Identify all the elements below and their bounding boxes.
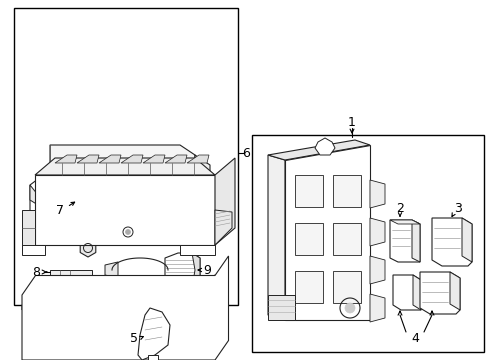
Text: 6: 6 [242,147,249,159]
Polygon shape [389,220,419,262]
Polygon shape [294,223,323,255]
Polygon shape [55,155,77,163]
Polygon shape [294,175,323,207]
Polygon shape [99,155,121,163]
Polygon shape [369,218,384,246]
Polygon shape [22,275,215,310]
Polygon shape [215,158,235,245]
Bar [251,135,483,352]
Polygon shape [80,239,96,257]
Polygon shape [267,140,369,160]
Polygon shape [195,190,209,220]
Polygon shape [412,275,420,310]
Polygon shape [22,245,45,255]
Text: 9: 9 [203,264,210,276]
Polygon shape [419,272,459,314]
Polygon shape [35,175,215,245]
Polygon shape [148,355,158,360]
Polygon shape [369,256,384,284]
Polygon shape [138,308,170,360]
Polygon shape [50,270,92,280]
Text: 2: 2 [395,202,403,215]
Polygon shape [369,294,384,322]
Polygon shape [30,185,38,205]
Text: 3: 3 [453,202,461,215]
Polygon shape [332,175,360,207]
Text: 5: 5 [130,332,138,345]
Polygon shape [461,218,471,262]
Polygon shape [195,155,209,185]
Polygon shape [449,272,459,310]
Polygon shape [431,218,471,266]
Bar [14,8,238,305]
Polygon shape [215,210,231,245]
Text: 1: 1 [347,116,355,129]
Polygon shape [35,158,215,175]
Polygon shape [164,155,186,163]
Polygon shape [186,155,208,163]
Polygon shape [121,155,142,163]
Polygon shape [267,295,294,320]
Polygon shape [285,145,369,320]
Polygon shape [389,220,419,224]
Polygon shape [77,155,99,163]
Polygon shape [50,145,195,170]
Polygon shape [105,262,118,278]
Circle shape [125,230,130,234]
Polygon shape [392,275,420,310]
Text: 8: 8 [32,266,40,279]
Polygon shape [314,138,334,155]
Polygon shape [332,223,360,255]
Polygon shape [22,210,35,250]
Polygon shape [22,256,228,360]
Circle shape [345,303,354,313]
Polygon shape [164,253,200,288]
Polygon shape [294,271,323,303]
Text: 7: 7 [56,203,64,216]
Polygon shape [332,271,360,303]
Polygon shape [192,253,200,288]
Text: 4: 4 [410,332,418,345]
Polygon shape [411,220,419,262]
Polygon shape [180,245,215,255]
Polygon shape [369,180,384,208]
Polygon shape [30,170,209,230]
Polygon shape [267,155,285,320]
Polygon shape [142,155,164,163]
